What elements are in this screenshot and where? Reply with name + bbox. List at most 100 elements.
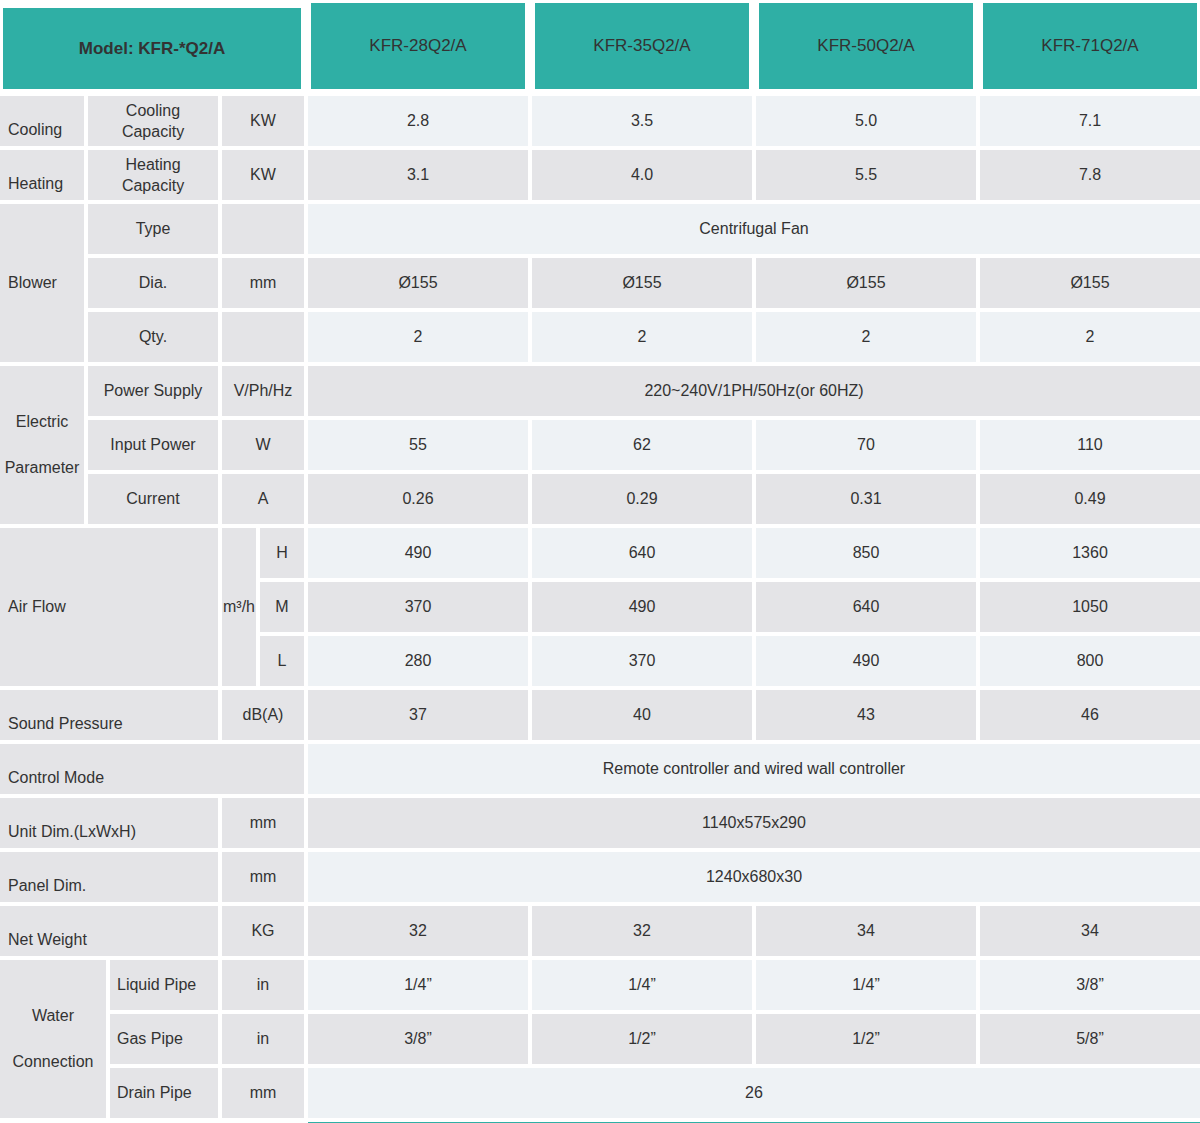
heating-group-label: Heating: [0, 150, 84, 200]
electric-group-line1: Electric: [16, 412, 68, 432]
sound-pressure-label: Sound Pressure: [0, 690, 218, 740]
gas-pipe-value-3: 5/8”: [980, 1014, 1200, 1064]
net-weight-value-3: 34: [980, 906, 1200, 956]
cooling-group-label: Cooling: [0, 96, 84, 146]
cooling-value-1: 3.5: [532, 96, 752, 146]
header-row: Model: KFR-*Q2/A KFR-28Q2/A KFR-35Q2/A K…: [0, 0, 1200, 92]
heating-value-2: 5.5: [756, 150, 976, 200]
sound-pressure-unit: dB(A): [222, 690, 304, 740]
input-power-label: Input Power: [88, 420, 218, 470]
net-weight-value-2: 34: [756, 906, 976, 956]
blower-qty-unit-empty: [222, 312, 304, 362]
current-value-2: 0.31: [756, 474, 976, 524]
spec-sheet: Model: KFR-*Q2/A KFR-28Q2/A KFR-35Q2/A K…: [0, 0, 1200, 1123]
input-power-value-0: 55: [308, 420, 528, 470]
current-label: Current: [88, 474, 218, 524]
net-weight-value-0: 32: [308, 906, 528, 956]
blower-qty-value-2: 2: [756, 312, 976, 362]
column-header-kfr35: KFR-35Q2/A: [532, 0, 752, 92]
cooling-unit: KW: [222, 96, 304, 146]
gas-pipe-value-1: 1/2”: [532, 1014, 752, 1064]
current-value-3: 0.49: [980, 474, 1200, 524]
net-weight-unit: KG: [222, 906, 304, 956]
panel-dim-label: Panel Dim.: [0, 852, 218, 902]
blower-dia-label: Dia.: [88, 258, 218, 308]
airflow-medium-value-2: 640: [756, 582, 976, 632]
unit-dim-label: Unit Dim.(LxWxH): [0, 798, 218, 848]
row-unit-dim: Unit Dim.(LxWxH) mm 1140x575x290: [0, 798, 1200, 848]
power-supply-value: 220~240V/1PH/50Hz(or 60HZ): [308, 366, 1200, 416]
gas-pipe-label: Gas Pipe: [110, 1014, 218, 1064]
blower-group-label: Blower: [0, 204, 84, 362]
drain-pipe-value: 26: [308, 1068, 1200, 1118]
blower-dia-value-0: Ø155: [308, 258, 528, 308]
liquid-pipe-value-0: 1/4”: [308, 960, 528, 1010]
drain-pipe-label: Drain Pipe: [110, 1068, 218, 1118]
net-weight-label: Net Weight: [0, 906, 218, 956]
water-group-line1: Water: [32, 1006, 74, 1026]
airflow-high-label: H: [260, 528, 304, 578]
column-header-kfr71: KFR-71Q2/A: [980, 0, 1200, 92]
unit-dim-unit: mm: [222, 798, 304, 848]
heating-unit: KW: [222, 150, 304, 200]
cooling-value-0: 2.8: [308, 96, 528, 146]
row-cooling: Cooling Cooling Capacity KW 2.8 3.5 5.0 …: [0, 96, 1200, 146]
heating-value-3: 7.8: [980, 150, 1200, 200]
column-header-kfr28: KFR-28Q2/A: [308, 0, 528, 92]
current-unit: A: [222, 474, 304, 524]
water-group-line2: Connection: [13, 1052, 94, 1072]
section-blower: Blower Type Centrifugal Fan Dia. mm Ø155…: [0, 204, 1200, 362]
blower-type-value: Centrifugal Fan: [308, 204, 1200, 254]
blower-type-label: Type: [88, 204, 218, 254]
cooling-value-3: 7.1: [980, 96, 1200, 146]
row-sound-pressure: Sound Pressure dB(A) 37 40 43 46: [0, 690, 1200, 740]
input-power-value-2: 70: [756, 420, 976, 470]
row-control-mode: Control Mode Remote controller and wired…: [0, 744, 1200, 794]
power-supply-unit: V/Ph/Hz: [222, 366, 304, 416]
blower-qty-value-3: 2: [980, 312, 1200, 362]
airflow-low-value-3: 800: [980, 636, 1200, 686]
panel-dim-unit: mm: [222, 852, 304, 902]
control-mode-value: Remote controller and wired wall control…: [308, 744, 1200, 794]
blower-dia-value-3: Ø155: [980, 258, 1200, 308]
input-power-unit: W: [222, 420, 304, 470]
liquid-pipe-value-3: 3/8”: [980, 960, 1200, 1010]
power-supply-label: Power Supply: [88, 366, 218, 416]
blower-dia-value-1: Ø155: [532, 258, 752, 308]
row-panel-dim: Panel Dim. mm 1240x680x30: [0, 852, 1200, 902]
airflow-high-value-0: 490: [308, 528, 528, 578]
blower-qty-label: Qty.: [88, 312, 218, 362]
model-header: Model: KFR-*Q2/A: [0, 0, 304, 92]
airflow-low-value-1: 370: [532, 636, 752, 686]
airflow-low-value-2: 490: [756, 636, 976, 686]
airflow-medium-value-1: 490: [532, 582, 752, 632]
control-mode-label: Control Mode: [0, 744, 304, 794]
electric-group-label: Electric Parameter: [0, 366, 84, 524]
unit-dim-value: 1140x575x290: [308, 798, 1200, 848]
heating-value-0: 3.1: [308, 150, 528, 200]
blower-qty-value-0: 2: [308, 312, 528, 362]
airflow-high-value-3: 1360: [980, 528, 1200, 578]
gas-pipe-value-2: 1/2”: [756, 1014, 976, 1064]
airflow-low-value-0: 280: [308, 636, 528, 686]
airflow-high-value-1: 640: [532, 528, 752, 578]
blower-dia-value-2: Ø155: [756, 258, 976, 308]
airflow-group-label: Air Flow: [0, 528, 218, 686]
section-electric: Electric Parameter Power Supply V/Ph/Hz …: [0, 366, 1200, 524]
airflow-low-label: L: [260, 636, 304, 686]
liquid-pipe-unit: in: [222, 960, 304, 1010]
section-water-connection: Water Connection Liquid Pipe in 1/4” 1/4…: [0, 960, 1200, 1118]
drain-pipe-unit: mm: [222, 1068, 304, 1118]
liquid-pipe-value-1: 1/4”: [532, 960, 752, 1010]
airflow-high-value-2: 850: [756, 528, 976, 578]
blower-qty-value-1: 2: [532, 312, 752, 362]
section-airflow: Air Flow m³/h H 490 640 850 1360 M 370 4…: [0, 528, 1200, 686]
row-net-weight: Net Weight KG 32 32 34 34: [0, 906, 1200, 956]
net-weight-value-1: 32: [532, 906, 752, 956]
cooling-value-2: 5.0: [756, 96, 976, 146]
row-heating: Heating Heating Capacity KW 3.1 4.0 5.5 …: [0, 150, 1200, 200]
sound-value-1: 40: [532, 690, 752, 740]
sound-value-0: 37: [308, 690, 528, 740]
sound-value-2: 43: [756, 690, 976, 740]
airflow-unit: m³/h: [222, 528, 256, 686]
